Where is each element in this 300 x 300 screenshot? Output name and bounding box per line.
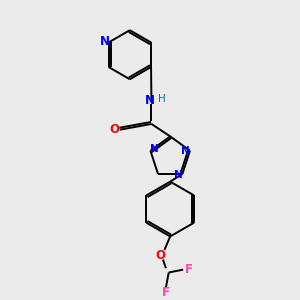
Text: O: O [110, 123, 119, 136]
Text: F: F [185, 263, 193, 276]
Text: N: N [174, 170, 182, 180]
Text: N: N [181, 146, 190, 156]
Text: N: N [150, 144, 159, 154]
Text: F: F [162, 286, 170, 299]
Text: H: H [158, 94, 165, 104]
Text: N: N [100, 34, 110, 47]
Text: N: N [145, 94, 155, 107]
Text: O: O [155, 249, 165, 262]
